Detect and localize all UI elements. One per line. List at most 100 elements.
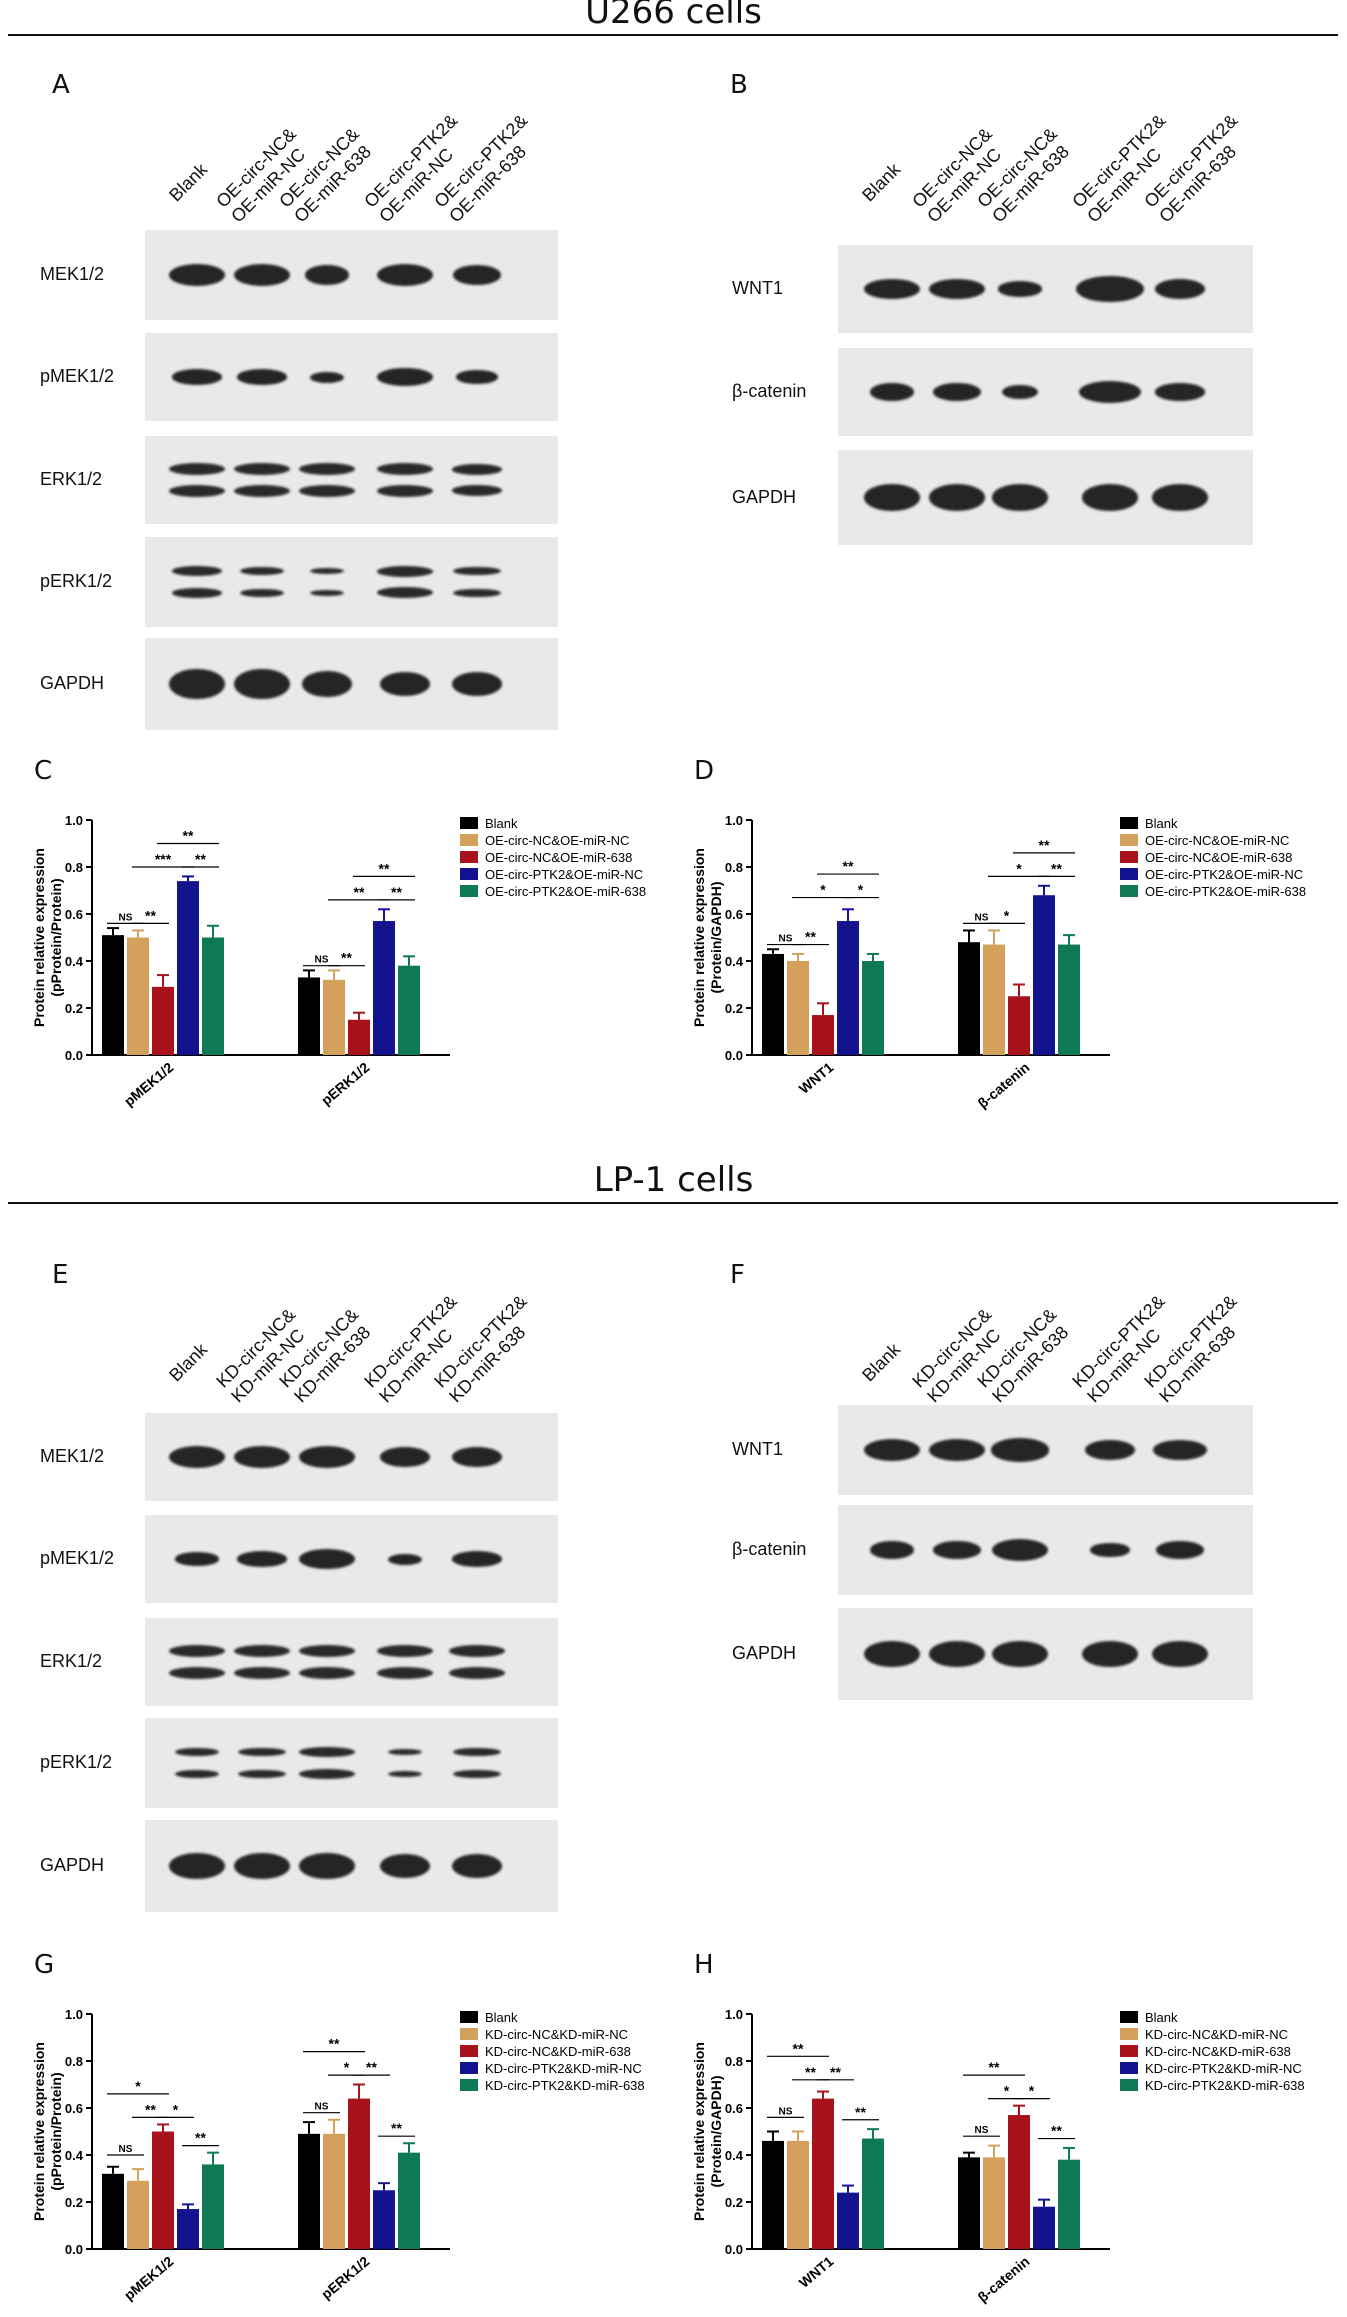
significance-label: NS — [975, 912, 989, 923]
blot-row-label: pMEK1/2 — [40, 366, 115, 386]
blot-band — [453, 588, 501, 597]
blot-band — [451, 1853, 503, 1879]
blot-row-label: GAPDH — [40, 673, 105, 693]
bar — [837, 921, 859, 1055]
significance-label: ** — [830, 2064, 841, 2080]
bar — [787, 961, 809, 1055]
bar — [983, 944, 1005, 1055]
y-axis-label: Protein relative expression — [31, 848, 47, 1027]
section-divider-u266 — [8, 34, 1338, 36]
blot-band — [933, 1541, 981, 1559]
blot-row-label: β-catenin — [732, 1539, 807, 1559]
blot-row-label: WNT1 — [732, 1439, 783, 1459]
significance-label: NS — [315, 2102, 329, 2113]
bar — [102, 935, 124, 1055]
blot-band — [234, 668, 290, 700]
legend-swatch — [1120, 851, 1138, 863]
blot-band — [379, 671, 431, 697]
significance-label: ** — [391, 884, 402, 900]
significance-label: * — [1016, 860, 1022, 876]
panel-letter-d: D — [694, 756, 715, 786]
legend-swatch — [460, 2045, 478, 2057]
blot-row-label: pMEK1/2 — [40, 1548, 115, 1568]
blot-band — [234, 1666, 290, 1679]
blot-band — [1079, 381, 1141, 403]
legend-swatch — [1120, 834, 1138, 846]
blot-band — [234, 1446, 290, 1468]
y-tick-label: 1.0 — [725, 2007, 743, 2022]
y-axis-label: Protein relative expression — [691, 2042, 707, 2221]
blot-band — [1156, 1541, 1204, 1559]
blot-band — [451, 1551, 503, 1567]
blot-band — [1084, 1440, 1136, 1460]
blot-band — [929, 279, 985, 299]
legend-label: OE-circ-PTK2&OE-miR-NC — [485, 867, 643, 882]
bar — [1033, 2206, 1055, 2249]
significance-label: * — [135, 2078, 141, 2094]
blot-band — [451, 1447, 503, 1467]
legend-label: KD-circ-NC&KD-miR-638 — [1145, 2044, 1291, 2059]
x-tick-label: pERK1/2 — [318, 2253, 373, 2302]
y-axis-label: Protein relative expression — [691, 848, 707, 1027]
blot-row-label: GAPDH — [40, 1855, 105, 1875]
legend-swatch — [1120, 2028, 1138, 2040]
blot-band — [377, 484, 433, 497]
legend-swatch — [1120, 885, 1138, 897]
lane-label: Blank — [858, 1339, 905, 1386]
legend-label: KD-circ-NC&KD-miR-NC — [485, 2027, 628, 2042]
blot-row-label: WNT1 — [732, 278, 783, 298]
blot-row-label: ERK1/2 — [40, 1651, 103, 1671]
blot-band — [299, 1747, 355, 1757]
bar — [762, 953, 784, 1055]
blot-band — [169, 668, 225, 700]
blot-band — [451, 671, 503, 697]
blot-image — [145, 1718, 558, 1808]
bar — [398, 965, 420, 1055]
blot-image — [145, 537, 558, 627]
bar-chart-d: 0.0 0.2 0.4 0.6 0.8 1.0 Protein relative expre… — [691, 813, 1306, 1111]
significance-label: * — [344, 2059, 350, 2075]
blot-band — [174, 1552, 220, 1566]
blot-band — [174, 1769, 220, 1778]
section-title-lp1: LP-1 cells — [593, 1160, 754, 1200]
significance-label: ** — [805, 2064, 816, 2080]
panel-letter-b: B — [730, 70, 748, 100]
y-tick-label: 0.8 — [725, 860, 743, 875]
bar — [298, 977, 320, 1055]
blot-band — [234, 463, 290, 476]
blot-band — [869, 1541, 915, 1559]
significance-label: * — [1029, 2083, 1035, 2099]
blot-band — [377, 1666, 433, 1679]
blot-band — [1090, 1543, 1130, 1557]
y-tick-label: 1.0 — [65, 813, 83, 828]
significance-label: ** — [805, 929, 816, 945]
blot-row-label: MEK1/2 — [40, 264, 105, 284]
blot-row-label: MEK1/2 — [40, 1446, 105, 1466]
blot-band — [1154, 383, 1206, 401]
legend-swatch — [1120, 817, 1138, 829]
blot-band — [453, 265, 501, 285]
legend-label: Blank — [485, 816, 518, 831]
significance-label: ** — [391, 2120, 402, 2136]
blot-band — [299, 1645, 355, 1658]
blot-band — [304, 265, 350, 285]
y-axis-label: (pProtein/Protein) — [48, 878, 64, 996]
legend-label: KD-circ-PTK2&KD-miR-NC — [485, 2061, 642, 2076]
blot-band — [377, 368, 433, 386]
significance-label: ** — [183, 828, 194, 844]
blot-image — [145, 1618, 558, 1706]
legend-label: KD-circ-PTK2&KD-miR-638 — [485, 2078, 645, 2093]
significance-label: ** — [1051, 860, 1062, 876]
bar — [323, 2133, 345, 2249]
legend-label: OE-circ-NC&OE-miR-NC — [485, 833, 629, 848]
blot-row-label: pERK1/2 — [40, 571, 113, 591]
blot-band — [299, 484, 355, 497]
y-tick-label: 0.8 — [65, 2054, 83, 2069]
y-tick-label: 0.8 — [725, 2054, 743, 2069]
y-tick-label: 0.4 — [65, 954, 84, 969]
significance-label: ** — [145, 2101, 156, 2117]
blot-band — [864, 484, 920, 511]
bar — [348, 2098, 370, 2249]
significance-label: NS — [119, 2144, 133, 2155]
blot-band — [236, 369, 288, 385]
